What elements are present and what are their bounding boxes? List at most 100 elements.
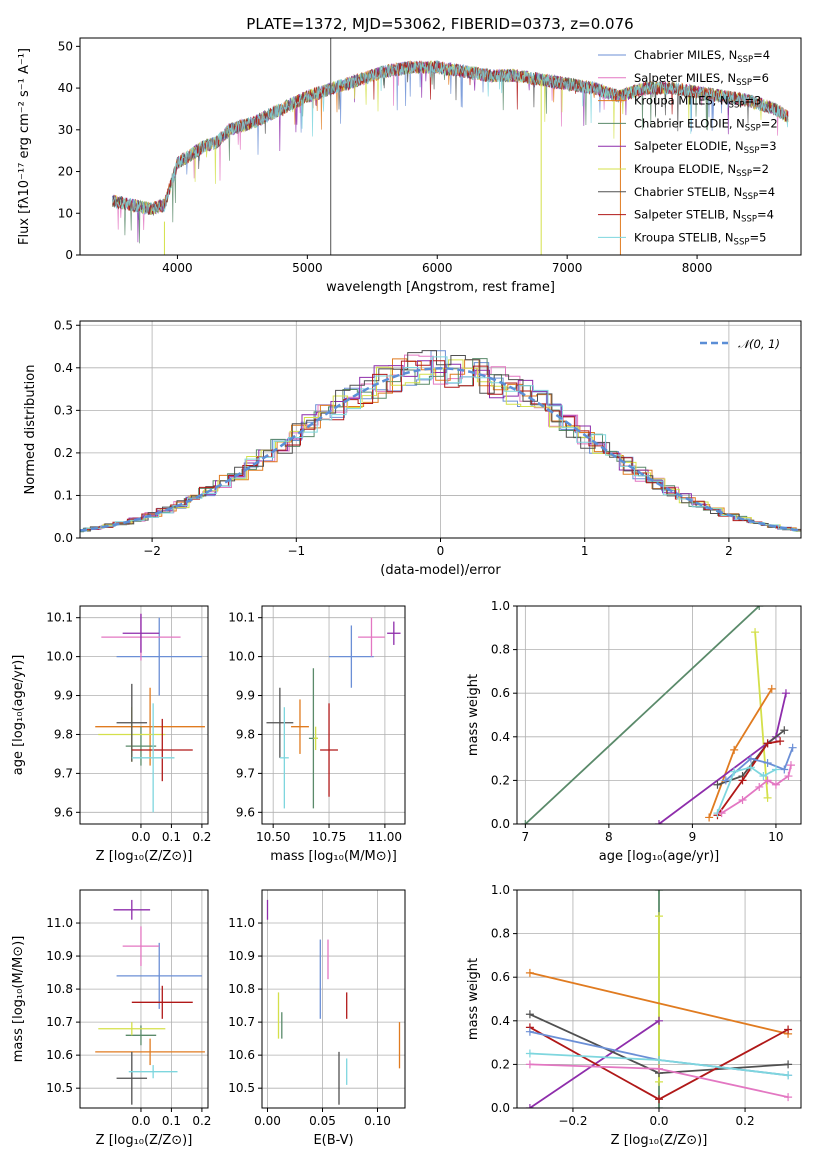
- y-tick-label: 9.8: [54, 727, 73, 741]
- x-axis-label: E(B-V): [313, 1133, 353, 1148]
- weight-marker: [655, 1056, 663, 1065]
- spectrum-lines: [112, 38, 789, 255]
- weight-marker: [755, 606, 764, 610]
- x-tick-label: −0.2: [558, 1114, 587, 1128]
- y-tick-label: 40: [58, 81, 73, 95]
- weight-marker: [713, 780, 722, 789]
- weight-marker: [784, 1025, 793, 1034]
- weight-marker: [746, 754, 755, 763]
- y-tick-label: 0: [65, 248, 73, 262]
- weight-marker: [730, 767, 739, 776]
- legend-label: Kroupa STELIB, NSSP=5: [634, 230, 766, 247]
- x-tick-label: 0.2: [736, 1114, 755, 1128]
- y-tick-label: 10.5: [46, 1081, 73, 1095]
- weight-marker: [705, 813, 714, 822]
- weight-line: [708, 688, 773, 818]
- y-tick-label: 10.9: [228, 949, 255, 963]
- y-tick-label: 10.6: [46, 1048, 73, 1062]
- axes-frame: [79, 605, 209, 825]
- x-tick-label: 0.00: [254, 1114, 281, 1128]
- weight-marker: [525, 968, 534, 977]
- y-tick-label: 9.6: [236, 805, 255, 819]
- figure-title: PLATE=1372, MJD=53062, FIBERID=0373, z=0…: [246, 15, 633, 33]
- spectrum-panel: 4000 5000 6000 7000 8000 0 10 20 30 40 50 wavelengt…: [17, 37, 802, 295]
- legend-label: Salpeter ELODIE, NSSP=3: [634, 139, 777, 156]
- x-tick-label: 11.00: [368, 830, 402, 844]
- y-tick-label: 50: [58, 39, 73, 53]
- weight-marker: [763, 739, 772, 748]
- histogram-series: [80, 350, 801, 533]
- x-tick-label: 0: [437, 544, 445, 558]
- weight-marker: [759, 772, 768, 781]
- y-tick-label: 0.4: [491, 730, 510, 744]
- y-tick-label: 10.5: [228, 1081, 255, 1095]
- weight-marker: [771, 780, 780, 789]
- weight-line: [716, 740, 781, 816]
- y-tick-label: 0.3: [54, 403, 73, 417]
- errorbar-points: [266, 617, 401, 809]
- axes-frame: [261, 605, 406, 825]
- y-tick-label: 0.8: [491, 643, 510, 657]
- axes-frame: [79, 37, 802, 256]
- x-tick-label: 0.1: [162, 830, 181, 844]
- weight-marker: [788, 743, 797, 752]
- x-tick-label: 0.10: [364, 1114, 391, 1128]
- age-vs-mass-panel: 10.50 10.75 11.00 9.6 9.7 9.8 9.9 10.0 10.1 mass …: [228, 605, 406, 864]
- y-tick-label: 1.0: [491, 599, 510, 613]
- weight-vs-metallicity-panel: −0.2 0.0 0.2 0.0 0.2 0.4 0.6 0.8 1.0 Z [log₁₀(Z/Z…: [466, 883, 802, 1148]
- axes-frame: [516, 605, 802, 825]
- legend-label: Salpeter MILES, NSSP=6: [634, 71, 769, 88]
- x-tick-label: 0.05: [309, 1114, 336, 1128]
- weight-marker: [751, 628, 760, 637]
- y-tick-label: 0.4: [491, 1014, 510, 1028]
- y-tick-label: 9.8: [236, 727, 255, 741]
- legend-label: Chabrier MILES, NSSP=4: [634, 48, 770, 65]
- weight-marker: [655, 820, 663, 824]
- axes-frame: [79, 889, 209, 1109]
- y-tick-label: 0.0: [54, 531, 73, 545]
- y-tick-label: 10.9: [46, 949, 73, 963]
- legend-label: Chabrier ELODIE, NSSP=2: [634, 116, 778, 133]
- weight-line: [529, 971, 789, 1035]
- weight-marker: [781, 689, 790, 698]
- x-tick-label: 4000: [162, 261, 193, 275]
- y-tick-label: 0.4: [54, 361, 73, 375]
- y-tick-label: 10.0: [46, 650, 73, 664]
- x-tick-label: 0.0: [131, 830, 150, 844]
- weight-line: [658, 692, 787, 824]
- weight-line: [725, 747, 794, 782]
- weight-marker: [655, 1104, 663, 1108]
- x-axis-label: Z [log₁₀(Z/Z⊙)]: [611, 1133, 708, 1148]
- weight-marker: [763, 793, 772, 802]
- y-tick-label: 20: [58, 165, 73, 179]
- y-tick-label: 0.2: [491, 1057, 510, 1071]
- y-tick-label: 11.0: [228, 916, 255, 930]
- legend-label: Salpeter STELIB, NSSP=4: [634, 208, 774, 225]
- y-tick-label: 10.6: [228, 1048, 255, 1062]
- errorbar-points: [95, 899, 205, 1105]
- weight-marker: [738, 796, 747, 805]
- weight-line: [721, 764, 792, 814]
- weight-series: [525, 890, 793, 1108]
- weight-marker: [525, 1104, 534, 1108]
- y-tick-label: 9.9: [236, 689, 255, 703]
- y-tick-label: 0.1: [54, 488, 73, 502]
- weight-marker: [776, 737, 785, 746]
- age-vs-metallicity-panel: 0.0 0.1 0.2 9.6 9.7 9.8 9.9 10.0 10.1 Z [log₁₀(Z/…: [11, 605, 211, 864]
- weight-marker: [655, 1095, 663, 1104]
- weight-marker: [755, 782, 764, 791]
- y-tick-label: 0.2: [491, 773, 510, 787]
- weight-marker: [525, 1027, 534, 1036]
- y-tick-label: 9.9: [54, 689, 73, 703]
- y-tick-label: 10: [58, 206, 73, 220]
- x-tick-label: 8: [605, 830, 613, 844]
- x-tick-label: 7000: [552, 261, 583, 275]
- x-axis-label: (data-model)/error: [380, 563, 501, 578]
- weight-marker: [525, 1049, 534, 1058]
- residual-histogram-panel: −2 −1 0 1 2 0.0 0.1 0.2 0.3 0.4 0.5 (data-model)/er…: [23, 318, 802, 578]
- x-tick-label: 0.2: [192, 830, 211, 844]
- legend-label: 𝒩(0, 1): [738, 337, 780, 351]
- y-axis-label: mass weight: [466, 674, 481, 756]
- mass-vs-extinction-panel: 0.00 0.05 0.10 10.5 10.6 10.7 10.8 10.9 11.0 E(B-…: [228, 889, 406, 1148]
